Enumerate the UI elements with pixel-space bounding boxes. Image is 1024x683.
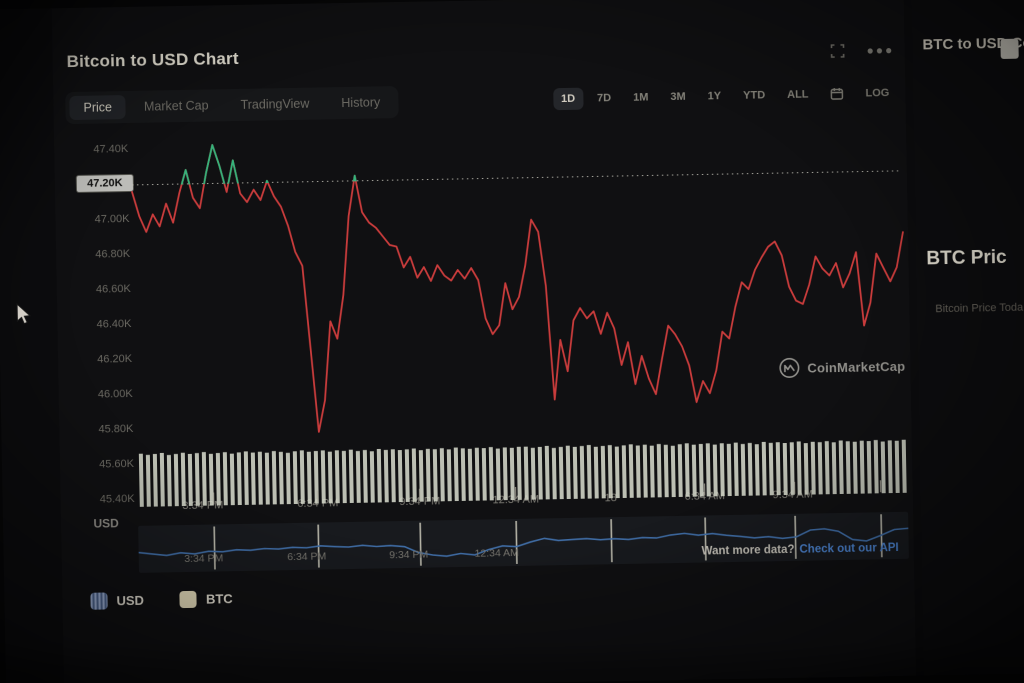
volume-bars <box>138 439 907 507</box>
cmc-watermark-text: CoinMarketCap <box>807 358 906 376</box>
navigator-label: 3:34 PM <box>184 552 224 566</box>
legend-item-usd[interactable]: USD <box>90 592 144 610</box>
legend-swatch-usd <box>90 592 108 610</box>
navigator-label: 6:34 PM <box>287 550 327 564</box>
cmc-watermark: CoinMarketCap <box>778 355 905 379</box>
converter-settings-button[interactable] <box>1000 38 1019 59</box>
navigator-label: 9:34 PM <box>389 548 429 562</box>
price-line-above-open <box>131 144 904 186</box>
stats-title: BTC Pric <box>926 246 1007 270</box>
sidebar: BTC to USD Co ₿BTCBitcoin$USDUnited St B… <box>911 0 1024 676</box>
legend-item-btc[interactable]: BTC <box>179 590 233 609</box>
mouse-cursor <box>16 302 32 325</box>
stats-subtitle: Bitcoin Price Toda <box>935 301 1024 316</box>
api-link[interactable]: Check out our API <box>799 541 899 556</box>
navigator-tick <box>610 519 613 563</box>
api-promo-text: Want more data? <box>701 543 795 558</box>
open-price-line <box>131 170 902 186</box>
navigator-label: 12:34 AM <box>474 546 520 560</box>
legend-swatch-btc <box>179 590 198 609</box>
series-legend: USD BTC <box>90 590 233 610</box>
legend-label: USD <box>116 592 145 609</box>
price-line <box>131 144 904 433</box>
cmc-logo-icon <box>779 357 800 378</box>
legend-label: BTC <box>205 591 233 607</box>
